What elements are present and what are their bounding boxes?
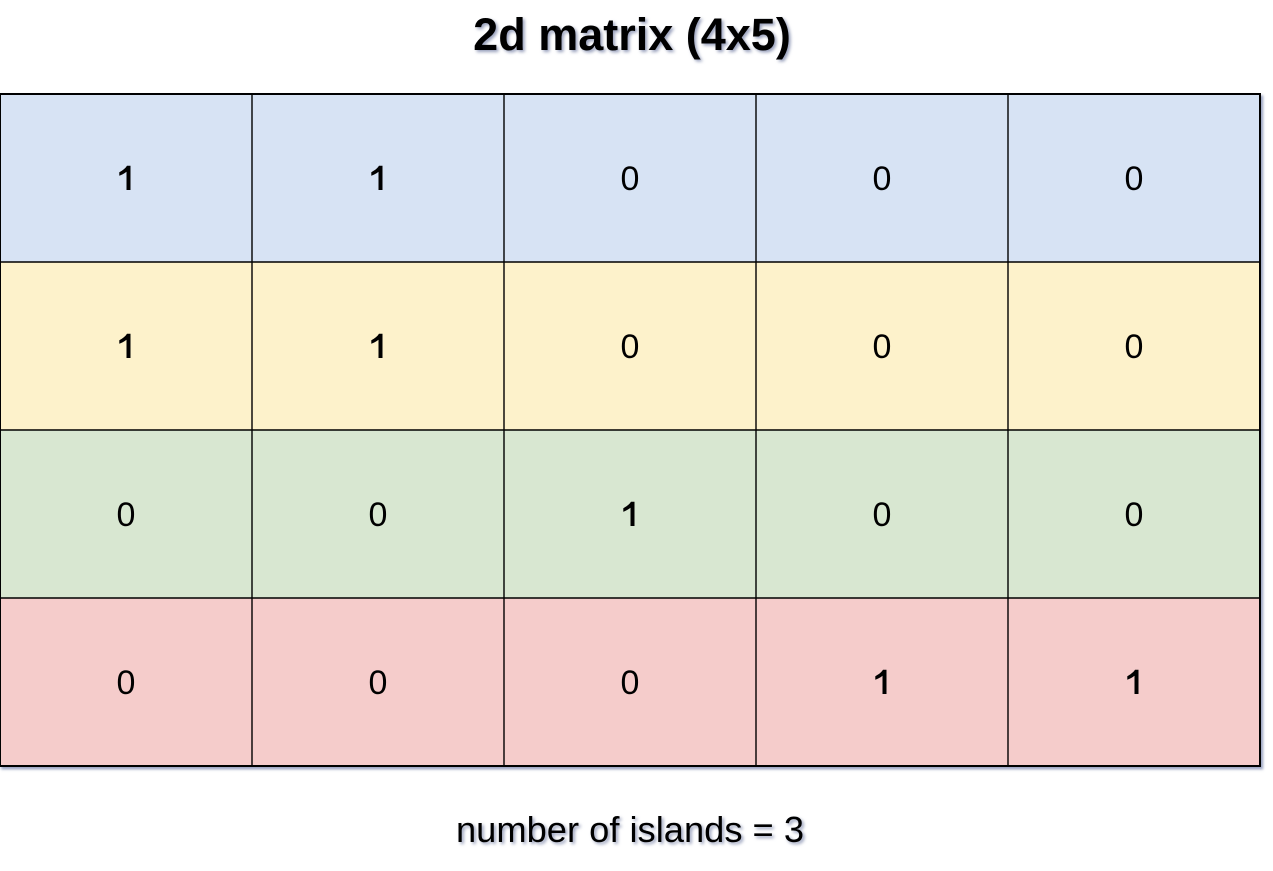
svg-text:0: 0 xyxy=(1125,496,1144,534)
svg-text:0: 0 xyxy=(1125,160,1144,198)
svg-text:0: 0 xyxy=(369,496,388,534)
svg-text:0: 0 xyxy=(621,160,640,198)
svg-text:0: 0 xyxy=(873,160,892,198)
svg-text:0: 0 xyxy=(117,496,136,534)
svg-text:0: 0 xyxy=(621,664,640,702)
svg-text:0: 0 xyxy=(621,328,640,366)
svg-text:0: 0 xyxy=(873,496,892,534)
svg-text:0: 0 xyxy=(1125,328,1144,366)
svg-text:0: 0 xyxy=(117,664,136,702)
svg-text:0: 0 xyxy=(369,664,388,702)
svg-text:0: 0 xyxy=(873,328,892,366)
